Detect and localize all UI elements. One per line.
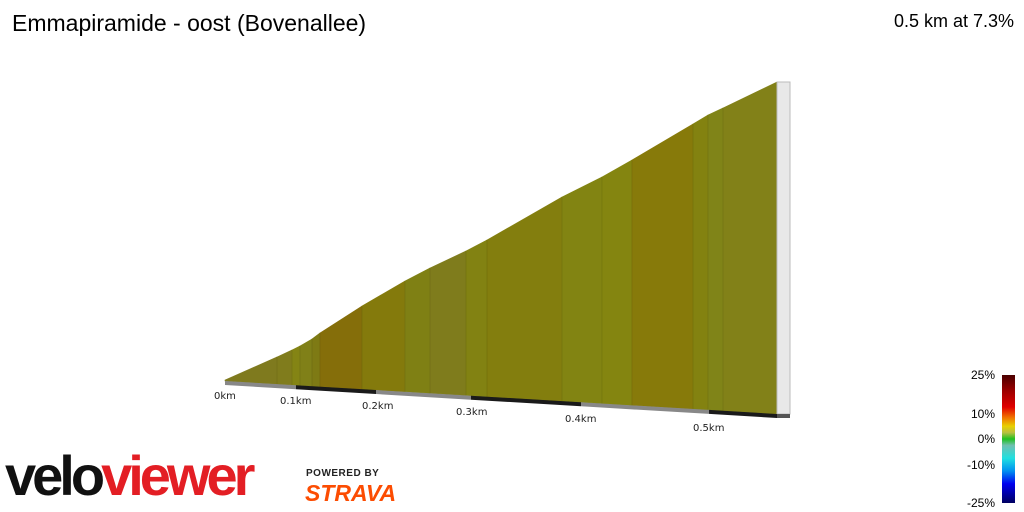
distance-axis-stripe	[225, 381, 296, 390]
legend-label: 10%	[970, 407, 995, 421]
legend-label: -25%	[966, 496, 995, 510]
gradient-segment	[631, 123, 694, 410]
gradient-legend-bar	[1002, 375, 1015, 503]
profile-end-face	[776, 81, 791, 415]
gradient-segment	[276, 349, 293, 386]
gradient-segment	[291, 345, 301, 386]
segment-summary: 0.5 km at 7.3%	[893, 11, 1014, 31]
gradient-segment	[311, 332, 321, 387]
distance-axis-stripe	[471, 395, 581, 407]
distance-axis-stripe	[777, 414, 790, 418]
legend-label: 0%	[977, 432, 995, 446]
x-tick-label: 0km	[214, 391, 236, 402]
veloviewer-logo[interactable]: veloviewer	[5, 444, 255, 507]
gradient-segment	[465, 239, 488, 397]
distance-axis-stripe	[296, 385, 376, 395]
distance-axis-stripe	[709, 409, 777, 418]
gradient-segment	[319, 305, 363, 390]
strava-logo[interactable]: STRAVA	[305, 480, 397, 506]
gradient-segment	[561, 176, 603, 404]
distance-axis-stripe	[376, 390, 471, 400]
legend-label: 25%	[970, 368, 995, 382]
gradient-segment	[486, 196, 563, 402]
gradient-segment	[707, 107, 724, 412]
x-tick-label: 0.2km	[362, 401, 393, 412]
legend-label: -10%	[966, 458, 995, 472]
segment-title: Emmapiramide - oost (Bovenallee)	[12, 10, 367, 36]
gradient-segment	[224, 356, 278, 385]
x-tick-label: 0.1km	[280, 396, 311, 407]
gradient-segment	[692, 114, 709, 411]
gradient-segment	[361, 280, 406, 393]
x-tick-label: 0.3km	[456, 407, 487, 418]
gradient-segment	[299, 338, 313, 387]
gradient-segment	[404, 267, 431, 394]
x-tick-label: 0.4km	[565, 414, 596, 425]
gradient-segment	[722, 81, 778, 415]
gradient-segment	[429, 250, 467, 396]
x-tick-label: 0.5km	[693, 423, 724, 434]
gradient-segment	[601, 159, 633, 406]
distance-axis-stripe	[581, 402, 709, 414]
powered-by-label: POWERED BY	[306, 468, 380, 479]
